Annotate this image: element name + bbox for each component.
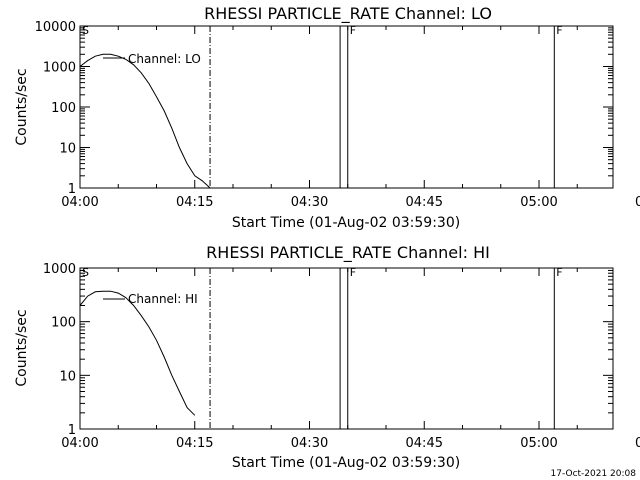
panel-title: RHESSI PARTICLE_RATE Channel: HI — [206, 243, 490, 263]
y-tick-label: 100 — [51, 101, 76, 116]
y-tick-label: 1 — [68, 423, 76, 438]
plot-frame — [79, 267, 614, 430]
legend-label: Channel: LO — [128, 52, 201, 66]
x-axis-label: Start Time (01-Aug-02 03:59:30) — [232, 215, 460, 231]
x-tick-label: 04:30 — [291, 436, 328, 451]
marker-label: F — [350, 24, 356, 37]
x-tick-label: 05:15 — [635, 436, 640, 451]
x-tick-label: 04:15 — [176, 195, 213, 210]
x-axis-label: Start Time (01-Aug-02 03:59:30) — [232, 455, 460, 471]
x-tick-label: 04:00 — [61, 436, 98, 451]
marker-label: S — [82, 24, 89, 37]
series-line — [79, 53, 211, 189]
y-tick-label: 100 — [51, 316, 76, 331]
x-tick-label: 05:00 — [520, 195, 557, 210]
panel-lo: RHESSI PARTICLE_RATE Channel: LO Start T… — [14, 4, 640, 231]
marker-label: F — [556, 266, 562, 279]
y-tick-label: 10 — [59, 369, 76, 384]
y-tick-label: 10 — [59, 142, 76, 157]
y-tick-label: 1000 — [43, 262, 76, 277]
x-tick-label: 05:00 — [520, 436, 557, 451]
footer-date: 17-Oct-2021 20:08 — [551, 469, 637, 479]
legend-label: Channel: HI — [128, 292, 198, 306]
marker-label: S — [82, 266, 89, 279]
x-tick-label: 04:45 — [406, 195, 443, 210]
y-tick-label: 1000 — [43, 61, 76, 76]
marker-label: F — [556, 24, 562, 37]
y-tick-label: 1 — [68, 182, 76, 197]
y-axis-label: Counts/sec — [14, 309, 30, 386]
x-tick-label: 04:45 — [406, 436, 443, 451]
x-tick-label: 04:00 — [61, 195, 98, 210]
marker-label: F — [350, 266, 356, 279]
x-tick-label: 05:15 — [635, 195, 640, 210]
x-tick-label: 04:15 — [176, 436, 213, 451]
plot-frame — [79, 25, 614, 189]
panel-hi: RHESSI PARTICLE_RATE Channel: HI Start T… — [14, 243, 640, 471]
series-line — [79, 290, 196, 416]
x-tick-label: 04:30 — [291, 195, 328, 210]
panel-title: RHESSI PARTICLE_RATE Channel: LO — [204, 4, 492, 24]
y-axis-label: Counts/sec — [14, 68, 30, 145]
y-tick-label: 10000 — [35, 20, 76, 35]
